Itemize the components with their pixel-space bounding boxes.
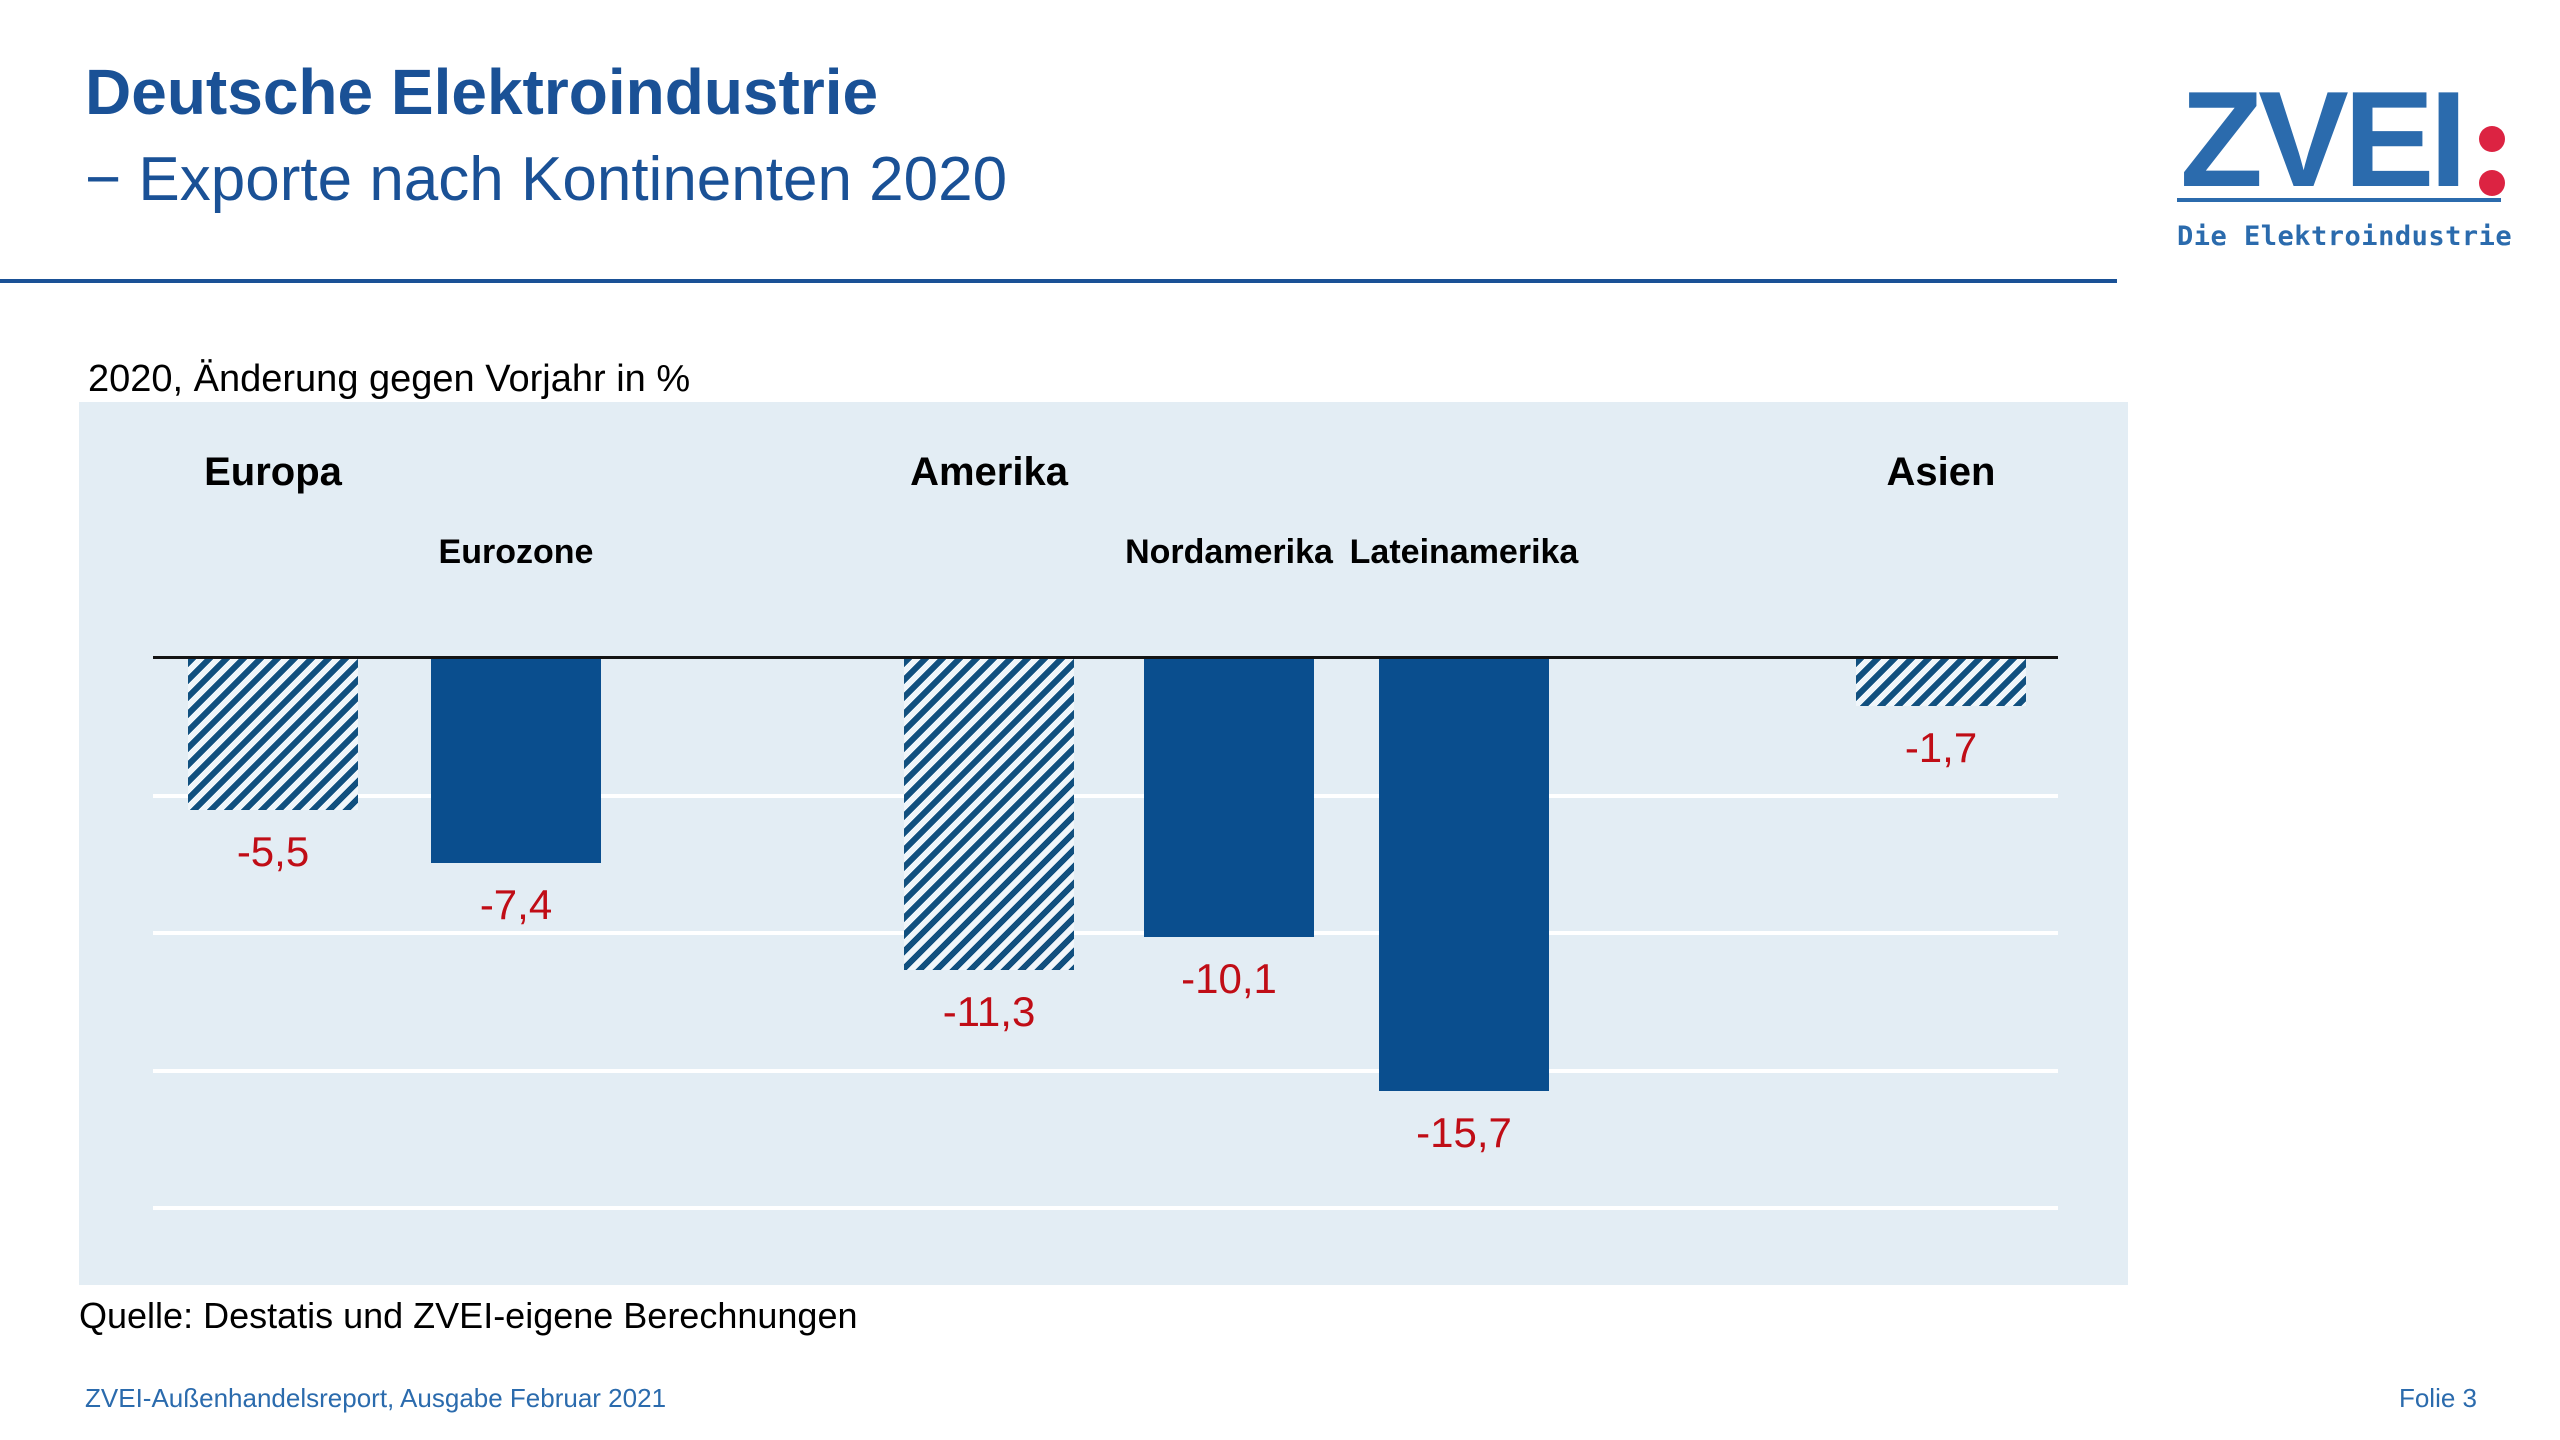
footer-report-name: ZVEI-Außenhandelsreport, Ausgabe Februar… <box>85 1383 667 1413</box>
title-underline <box>0 279 2117 283</box>
bar-label-eurozone: Eurozone <box>438 533 594 571</box>
bar-amerika <box>904 659 1074 970</box>
logo-underline <box>2177 198 2501 202</box>
slide-title-line1: Deutsche Elektroindustrie <box>85 56 879 128</box>
value-label-nordamerika: -10,1 <box>1181 955 1277 1002</box>
bar-asien <box>1856 659 2026 706</box>
bar-nordamerika <box>1144 659 1314 937</box>
logo-colon-dot-bottom <box>2479 170 2505 196</box>
bar-label-europa: Europa <box>204 450 342 494</box>
value-label-asien: -1,7 <box>1904 724 1978 771</box>
bar-eurozone <box>431 659 601 863</box>
value-label-eurozone: -7,4 <box>479 881 553 928</box>
bar-label-amerika: Amerika <box>910 450 1068 494</box>
bar-label-asien: Asien <box>1886 450 1996 494</box>
gridline--5 <box>153 793 2058 798</box>
chart-subtitle: 2020, Änderung gegen Vorjahr in % <box>88 358 691 400</box>
bar-lateinamerika <box>1379 659 1549 1091</box>
bar-chart: Europa -5,5 Eurozone -7,4 Amerika -11,3 Nordam… <box>79 402 2128 1285</box>
gridline--15 <box>153 1068 2058 1073</box>
bar-label-nordamerika: Nordamerika <box>1125 533 1333 571</box>
zvei-logo-tagline: Die Elektroindustrie <box>2177 221 2513 252</box>
slide-title: Deutsche Elektroindustrie − Exporte nach… <box>85 48 1007 224</box>
logo-colon-dot-top <box>2479 126 2505 152</box>
x-axis-line <box>153 656 2058 659</box>
source-note: Quelle: Destatis und ZVEI-eigene Berechn… <box>79 1295 858 1336</box>
value-label-lateinamerika: -15,7 <box>1416 1109 1512 1156</box>
footer-page-number: Folie 3 <box>2398 1383 2477 1413</box>
zvei-logo-text: ZVEI <box>2180 63 2467 215</box>
slide-title-line2: − Exporte nach Kontinenten 2020 <box>85 145 1008 214</box>
bar-europa <box>188 659 358 810</box>
value-label-europa: -5,5 <box>236 828 310 875</box>
value-label-amerika: -11,3 <box>942 988 1036 1035</box>
gridline--20 <box>153 1206 2058 1210</box>
gridline--10 <box>153 931 2058 935</box>
bar-label-lateinamerika: Lateinamerika <box>1349 533 1579 571</box>
